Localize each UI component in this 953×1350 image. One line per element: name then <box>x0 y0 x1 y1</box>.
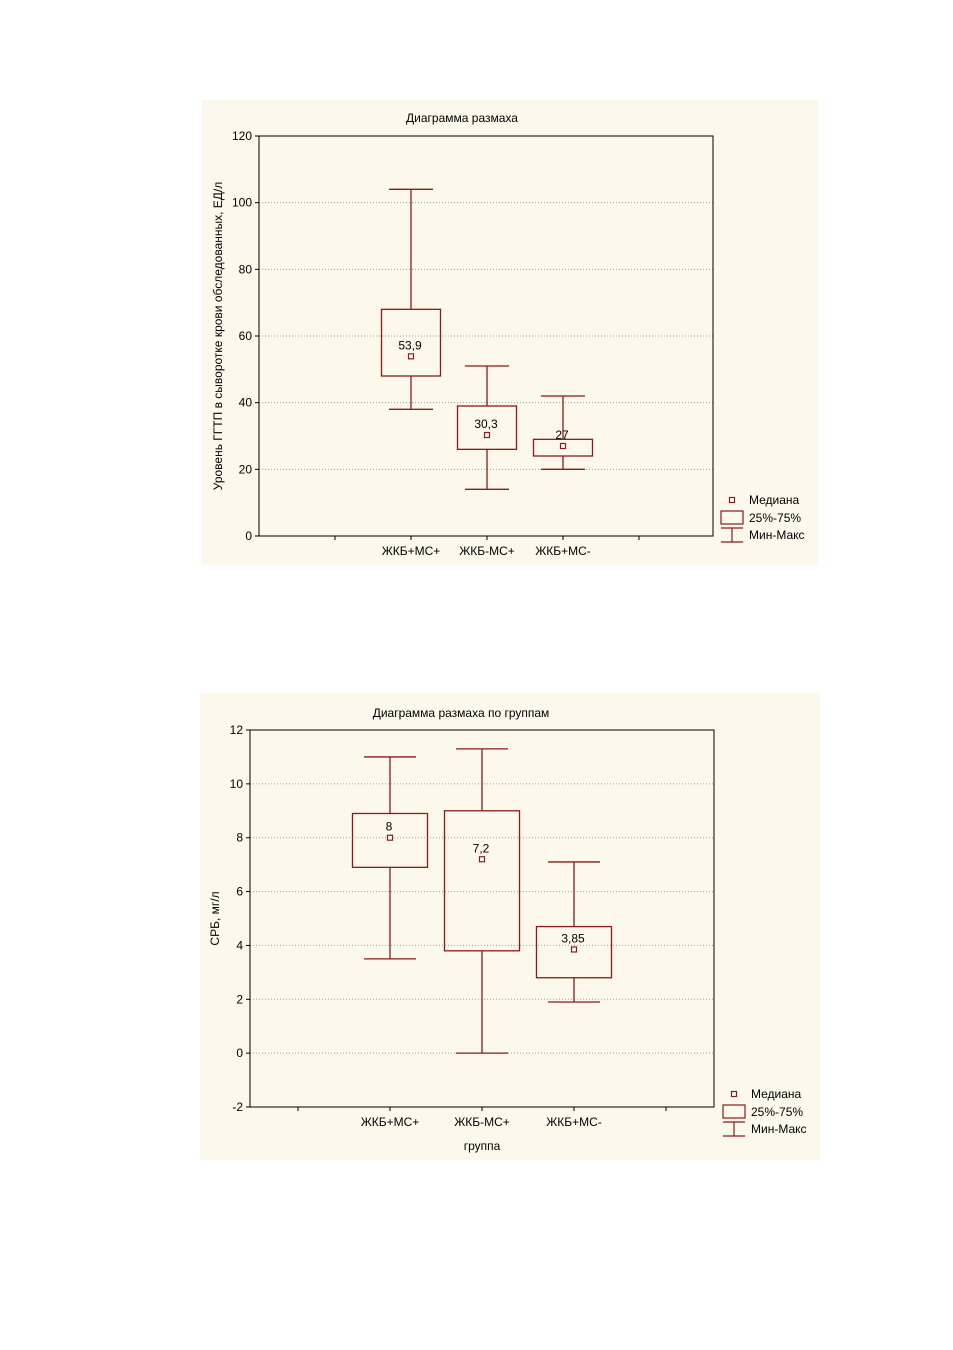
legend-median-label: Медиана <box>749 493 800 507</box>
y-tick-label: 0 <box>236 1046 243 1060</box>
y-tick-label: 120 <box>232 129 252 143</box>
y-tick-label: 0 <box>245 529 252 543</box>
median-label: 27 <box>555 428 569 442</box>
category-label: ЖКБ+МС- <box>535 544 591 558</box>
legend-range-label: Мин-Макс <box>749 528 805 542</box>
median-marker <box>386 834 394 841</box>
category-label: ЖКБ+МС- <box>546 1115 602 1129</box>
y-tick-label: -2 <box>232 1100 243 1114</box>
category-label: ЖКБ-МС+ <box>459 544 515 558</box>
y-tick-label: 10 <box>230 777 244 791</box>
category-label: ЖКБ+МС+ <box>382 544 441 558</box>
iqr-box <box>535 925 613 979</box>
median-marker <box>478 856 486 863</box>
legend-box-label: 25%-75% <box>749 511 801 525</box>
plot-frame <box>258 135 714 537</box>
median-label: 53,9 <box>398 338 422 352</box>
legend-box-icon <box>720 510 744 525</box>
median-label: 8 <box>386 820 393 834</box>
legend-median-label: Медиана <box>751 1087 802 1101</box>
iqr-box <box>380 308 442 377</box>
y-tick-label: 60 <box>239 329 253 343</box>
iqr-box <box>456 405 518 450</box>
chart-panel-crp: Диаграмма размаха по группам -2 0 2 4 6 8 10 12 8… <box>200 693 820 1160</box>
y-tick-label: 80 <box>239 262 253 276</box>
median-marker <box>570 946 578 953</box>
chart-title: Диаграмма размаха <box>406 111 518 125</box>
iqr-box <box>443 810 521 952</box>
legend-median-icon <box>730 1090 738 1098</box>
y-tick-label: 8 <box>236 831 243 845</box>
median-marker <box>407 353 415 360</box>
plot-frame <box>249 729 715 1108</box>
y-tick-label: 20 <box>239 462 253 476</box>
legend-box-icon <box>722 1104 746 1119</box>
iqr-box <box>532 438 594 457</box>
y-axis-label: Уровень ГГТП в сыворотке крови обследова… <box>211 182 225 491</box>
iqr-box <box>351 812 429 868</box>
chart-panel-ggtp: Диаграмма размаха 0 20 40 60 80 100 120 53,9 ЖКБ+… <box>202 100 818 565</box>
x-axis-label: группа <box>464 1139 501 1153</box>
legend-range-label: Мин-Макс <box>751 1122 807 1136</box>
category-label: ЖКБ+МС+ <box>361 1115 420 1129</box>
category-label: ЖКБ-МС+ <box>454 1115 510 1129</box>
chart-title: Диаграмма размаха по группам <box>373 706 550 720</box>
legend-box-label: 25%-75% <box>751 1105 803 1119</box>
y-tick-label: 4 <box>236 938 243 952</box>
y-tick-label: 6 <box>236 885 243 899</box>
median-marker <box>483 431 491 439</box>
boxplot-ggtp: Диаграмма размаха 0 20 40 60 80 100 120 53,9 ЖКБ+… <box>211 111 805 558</box>
median-label: 30,3 <box>474 417 498 431</box>
y-axis-label: СРБ, мг/л <box>208 891 222 945</box>
median-label: 3,85 <box>561 931 585 945</box>
y-tick-label: 40 <box>239 396 253 410</box>
legend-median-icon <box>728 496 736 504</box>
y-tick-label: 2 <box>236 992 243 1006</box>
median-marker <box>559 442 567 450</box>
y-tick-label: 12 <box>230 723 244 737</box>
y-tick-label: 100 <box>232 196 252 210</box>
median-label: 7,2 <box>473 841 490 855</box>
boxplot-crp: Диаграмма размаха по группам -2 0 2 4 6 8 10 12 8… <box>208 706 807 1153</box>
